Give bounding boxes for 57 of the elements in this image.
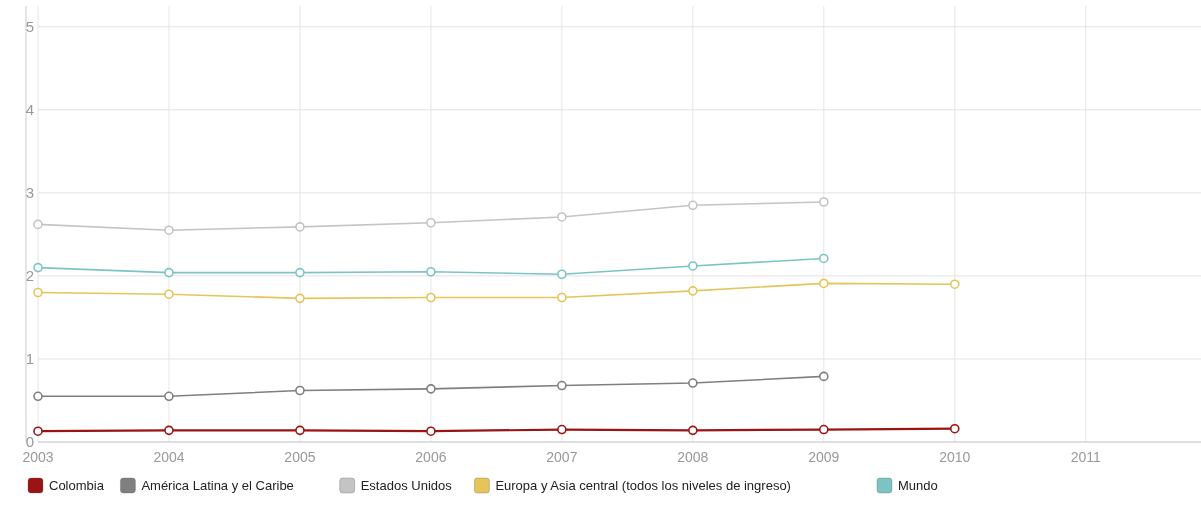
y-tick-label: 5 — [25, 17, 34, 35]
point — [819, 253, 829, 264]
x-tick-label: 2007 — [546, 449, 578, 465]
legend-label: Europa y Asia central (todos los niveles de ingreso) — [495, 478, 791, 493]
point — [688, 378, 698, 388]
x-tick-label: 2004 — [153, 449, 185, 465]
point — [33, 426, 43, 436]
point — [819, 278, 829, 289]
y-tick-label: 3 — [25, 183, 34, 201]
point — [426, 217, 436, 228]
point — [164, 425, 174, 436]
point — [295, 267, 305, 278]
point — [557, 424, 567, 435]
point — [557, 292, 567, 303]
point — [426, 266, 436, 277]
point — [295, 222, 305, 232]
point — [557, 212, 567, 222]
point — [164, 267, 174, 278]
point — [688, 286, 698, 296]
legend-label: Estados Unidos — [360, 478, 453, 493]
point — [688, 261, 698, 271]
x-tick-label: 2011 — [1070, 449, 1102, 465]
point — [819, 424, 829, 435]
point — [557, 269, 567, 280]
point — [164, 289, 174, 299]
point — [33, 262, 43, 273]
point — [164, 225, 174, 236]
x-tick-label: 2003 — [22, 449, 54, 465]
point — [164, 391, 174, 402]
point — [426, 426, 436, 436]
point — [819, 371, 829, 382]
x-tick-label: 2010 — [939, 449, 971, 465]
x-tick-label: 2005 — [284, 449, 316, 465]
point — [33, 391, 43, 402]
point — [33, 287, 43, 298]
x-tick-label: 2006 — [415, 449, 447, 465]
legend-label: América Latina y el Caribe — [141, 478, 294, 493]
y-tick-label: 4 — [25, 100, 34, 118]
x-tick-label: 2009 — [808, 449, 840, 465]
point — [688, 425, 698, 436]
legend-label: Mundo — [898, 478, 938, 493]
point — [949, 423, 960, 434]
point — [295, 385, 305, 396]
y-tick-label: 1 — [25, 349, 34, 367]
point — [33, 219, 43, 230]
point — [688, 200, 698, 211]
point — [819, 197, 829, 207]
y-tick-label: 0 — [25, 433, 34, 450]
legend-label: Colombia — [49, 478, 105, 493]
x-tick-label: 2008 — [677, 449, 709, 465]
y-tick-label: 2 — [25, 266, 34, 284]
point — [426, 384, 436, 394]
point — [295, 293, 305, 304]
point — [295, 425, 305, 436]
point — [949, 279, 960, 290]
point — [426, 292, 436, 303]
point — [557, 380, 567, 391]
